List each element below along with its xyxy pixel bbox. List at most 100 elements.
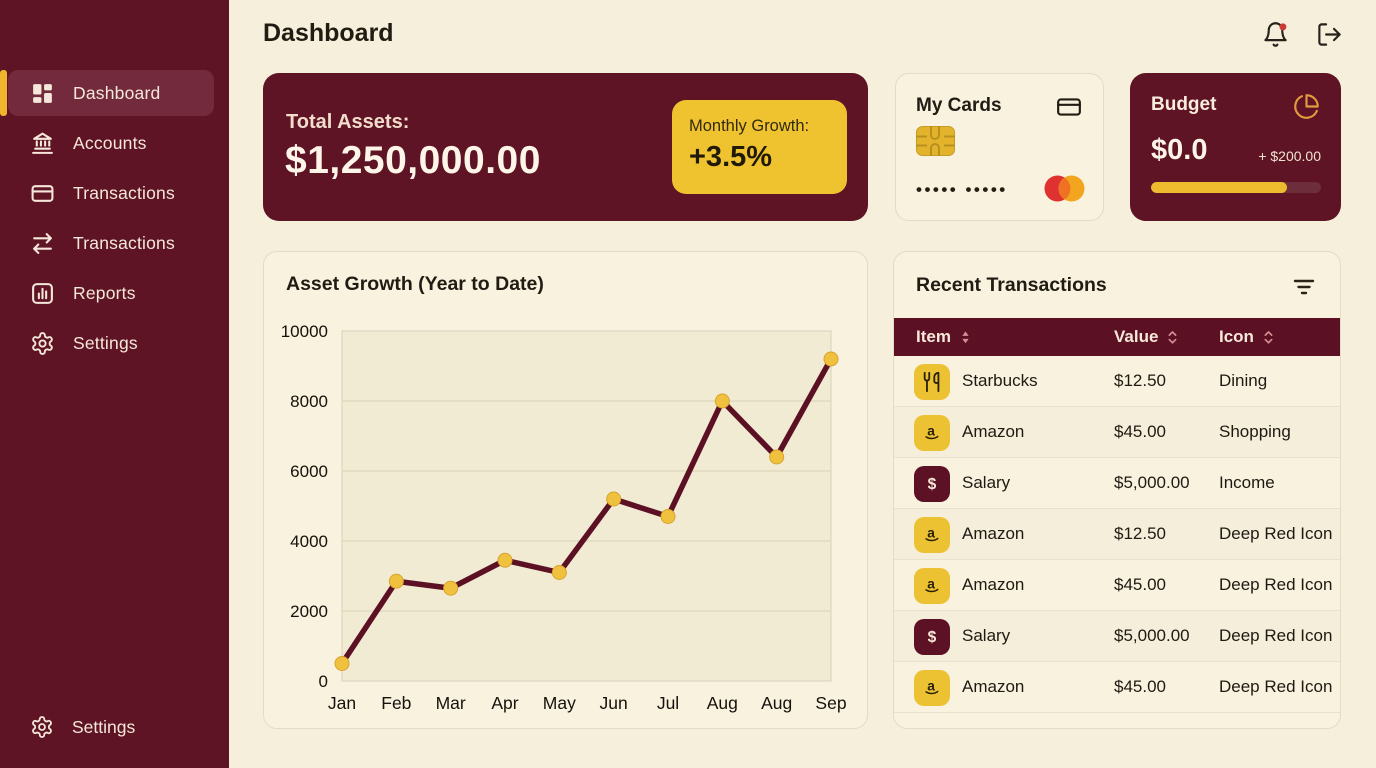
sidebar: Dashboard Accounts Transactions Transact… [0,0,229,768]
logout-icon[interactable] [1316,21,1343,48]
svg-text:8000: 8000 [290,392,328,411]
table-row[interactable]: $ Salary $5,000.00 Deep Red Icon [894,611,1340,662]
transaction-value: $5,000.00 [1114,626,1190,645]
transactions-title: Recent Transactions [916,274,1107,296]
sidebar-nav: Dashboard Accounts Transactions Transact… [0,70,229,370]
svg-text:10000: 10000 [281,322,328,341]
svg-text:6000: 6000 [290,462,328,481]
asset-growth-panel: Asset Growth (Year to Date) 0 2000 4000 600… [263,251,868,729]
table-row[interactable]: a Amazon $12.50 Deep Red Icon [894,509,1340,560]
svg-text:Feb: Feb [381,693,411,713]
table-row[interactable]: a Amazon $45.00 Deep Red Icon [894,662,1340,713]
svg-text:a: a [927,678,935,693]
sort-icon [1166,329,1179,346]
sidebar-footer-label: Settings [72,716,136,737]
budget-progress-fill [1151,182,1287,193]
transaction-item: Salary [962,473,1011,492]
bank-icon [30,131,55,156]
asset-growth-chart: 0 2000 4000 6000 8000 10000 Jan Feb Mar Apr May Jun… [281,322,847,713]
amazon-icon: a [914,415,950,451]
page-title: Dashboard [263,19,394,47]
credit-card-icon [1056,94,1082,120]
transaction-value: $45.00 [1114,422,1166,441]
table-row[interactable]: a Amazon $45.00 Deep Red Icon [894,560,1340,611]
transaction-category: Deep Red Icon [1219,575,1333,594]
budget-value: $0.0 [1151,134,1208,166]
budget-progress-bar [1151,182,1321,193]
mastercard-logo-icon [1044,175,1085,202]
transaction-value: $45.00 [1114,677,1166,696]
amazon-icon: a [914,517,950,553]
sidebar-item-dashboard[interactable]: Dashboard [0,70,214,116]
transaction-value: $45.00 [1114,575,1166,594]
dollar-icon: $ [914,619,950,655]
bar-chart-icon [30,281,55,306]
svg-text:$: $ [928,629,937,646]
total-assets-card: Total Assets: $1,250,000.00 Monthly Grow… [263,73,868,221]
dollar-icon: $ [914,466,950,502]
transfer-arrows-icon [30,231,55,256]
transaction-value: $12.50 [1114,371,1166,390]
svg-text:Jun: Jun [600,693,628,713]
budget-title: Budget [1151,94,1217,115]
recent-transactions-panel: Recent Transactions Item Value Icon Star… [893,251,1341,729]
sidebar-item-settings-footer[interactable]: Settings [0,704,229,750]
sidebar-item-settings[interactable]: Settings [8,320,214,366]
svg-text:May: May [543,693,576,713]
svg-text:$: $ [928,476,937,493]
pie-chart-icon [1293,93,1320,120]
svg-text:a: a [927,525,935,540]
dining-icon [914,364,950,400]
table-body: Starbucks $12.50 Dining a Amazon $45.00 … [894,356,1340,713]
svg-text:Aug: Aug [707,693,738,713]
monthly-growth-label: Monthly Growth: [689,117,810,135]
transaction-category: Dining [1219,371,1268,390]
transaction-category: Deep Red Icon [1219,524,1333,543]
sidebar-item-transactions[interactable]: Transactions [8,170,214,216]
transaction-item: Amazon [962,422,1025,441]
table-header: Item Value Icon [894,318,1340,356]
budget-card: Budget $0.0 + $200.00 [1130,73,1341,221]
card-chip-icon [916,126,955,156]
svg-text:0: 0 [319,672,328,691]
card-masked-number: ••••• ••••• [916,180,1008,199]
notification-bell-icon[interactable] [1262,21,1289,48]
monthly-growth-badge: Monthly Growth: +3.5% [672,100,847,194]
svg-text:Jan: Jan [328,693,356,713]
chart-title: Asset Growth (Year to Date) [286,273,544,295]
transaction-category: Deep Red Icon [1219,626,1333,645]
svg-text:Mar: Mar [436,693,466,713]
amazon-icon: a [914,568,950,604]
column-header-value[interactable]: Value [1114,318,1179,356]
svg-text:Aug: Aug [761,693,792,713]
amazon-icon: a [914,670,950,706]
column-header-item[interactable]: Item [916,318,972,356]
sort-icon [1262,329,1275,346]
svg-text:Sep: Sep [815,693,846,713]
sidebar-item-accounts[interactable]: Accounts [8,120,214,166]
svg-text:a: a [927,576,935,591]
transaction-value: $12.50 [1114,524,1166,543]
svg-text:2000: 2000 [290,602,328,621]
transaction-value: $5,000.00 [1114,473,1190,492]
credit-card-icon [30,181,55,206]
table-row[interactable]: $ Salary $5,000.00 Income [894,458,1340,509]
transaction-category: Deep Red Icon [1219,677,1333,696]
table-row[interactable]: Starbucks $12.50 Dining [894,356,1340,407]
transaction-item: Amazon [962,575,1025,594]
sidebar-item-reports[interactable]: Reports [8,270,214,316]
column-header-icon[interactable]: Icon [1219,318,1275,356]
sidebar-item-transactions[interactable]: Transactions [8,220,214,266]
notification-dot [1279,23,1287,31]
gear-icon [30,331,55,356]
dashboard-grid-icon [30,81,55,106]
budget-extra: + $200.00 [1258,148,1321,164]
filter-icon[interactable] [1292,275,1316,299]
my-cards-title: My Cards [916,95,1002,116]
transaction-category: Shopping [1219,422,1291,441]
transaction-item: Salary [962,626,1011,645]
svg-text:a: a [927,423,935,438]
transaction-item: Starbucks [962,371,1038,390]
svg-text:Apr: Apr [491,693,518,713]
table-row[interactable]: a Amazon $45.00 Shopping [894,407,1340,458]
